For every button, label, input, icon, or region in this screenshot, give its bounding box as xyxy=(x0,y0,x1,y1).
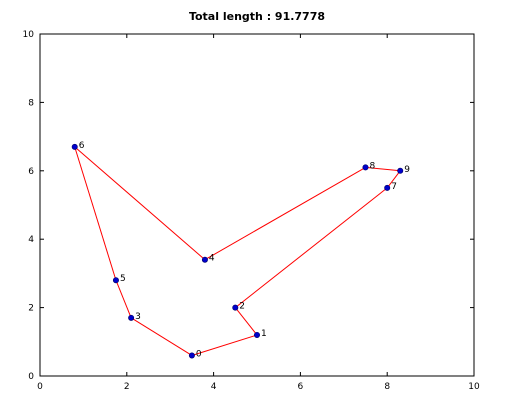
data-point-3 xyxy=(128,314,135,321)
data-point-9 xyxy=(397,167,404,174)
path-segment-7-9 xyxy=(386,170,401,189)
y-tick-label-1: 2 xyxy=(28,304,34,314)
chart-title: Total length : 91.7778 xyxy=(189,10,325,23)
x-tick-label-4: 8 xyxy=(384,382,390,392)
y-tick-label-5: 10 xyxy=(23,30,35,40)
y-tick-label-4: 8 xyxy=(28,98,34,108)
path-segment-4-6 xyxy=(74,146,206,261)
data-point-1 xyxy=(254,331,261,338)
data-point-6 xyxy=(71,143,78,150)
x-tick-label-3: 6 xyxy=(298,382,304,392)
path-segment-5-3 xyxy=(115,280,132,319)
point-label-9: 9 xyxy=(404,165,410,175)
path-segment-6-5 xyxy=(74,146,117,281)
tour-path xyxy=(74,146,401,356)
data-point-5 xyxy=(112,277,119,284)
data-points: 0 1 2 3 4 5 6 7 8 9 xyxy=(71,141,410,359)
point-label-7: 7 xyxy=(391,182,397,192)
path-segment-8-4 xyxy=(204,166,366,261)
data-point-4 xyxy=(201,256,208,263)
x-axis: 0 2 4 6 8 10 xyxy=(37,34,480,392)
data-point-8 xyxy=(362,164,369,171)
path-segment-1-2 xyxy=(234,307,258,336)
y-tick-label-3: 6 xyxy=(28,167,34,177)
point-label-5: 5 xyxy=(120,274,126,284)
x-tick-label-1: 2 xyxy=(124,382,130,392)
point-label-6: 6 xyxy=(79,141,85,151)
point-label-3: 3 xyxy=(135,312,141,322)
point-label-1: 1 xyxy=(261,329,267,339)
path-segment-0-1 xyxy=(191,334,258,356)
path-segment-9-8 xyxy=(365,166,401,172)
data-point-2 xyxy=(232,304,239,311)
point-label-4: 4 xyxy=(209,254,215,264)
x-tick-label-0: 0 xyxy=(37,382,43,392)
data-point-0 xyxy=(188,352,195,359)
path-segment-2-7 xyxy=(234,187,388,308)
data-point-7 xyxy=(384,184,391,191)
path-segment-3-0 xyxy=(130,317,193,356)
plot-area xyxy=(39,33,475,377)
y-tick-label-0: 0 xyxy=(28,372,34,382)
point-label-0: 0 xyxy=(196,349,202,359)
x-tick-label-5: 10 xyxy=(468,382,480,392)
point-label-2: 2 xyxy=(239,302,245,312)
x-tick-label-2: 4 xyxy=(211,382,217,392)
point-label-8: 8 xyxy=(370,161,376,171)
y-tick-label-2: 4 xyxy=(28,235,34,245)
